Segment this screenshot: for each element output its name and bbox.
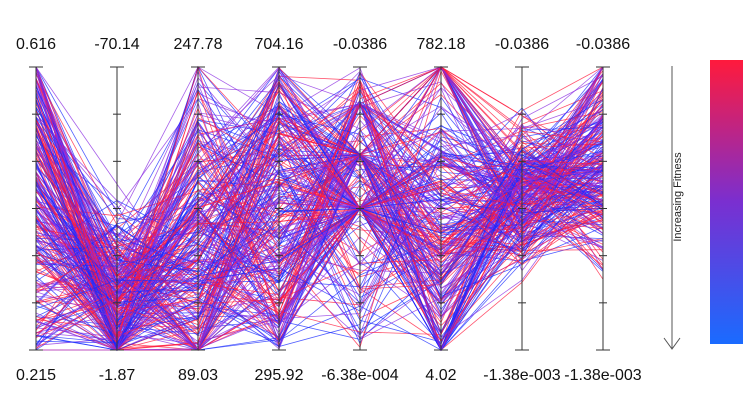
solution-polyline bbox=[35, 66, 604, 337]
axis-max-label: -0.0386 bbox=[333, 36, 387, 53]
solution-polyline bbox=[35, 66, 604, 299]
solution-polyline bbox=[35, 96, 604, 270]
axis-min-label: -1.38e-003 bbox=[564, 367, 641, 384]
colorbar: Increasing Fitness bbox=[663, 60, 743, 350]
axis-min-label: -6.38e-004 bbox=[321, 367, 398, 384]
solution-polyline bbox=[35, 67, 604, 275]
solution-polyline bbox=[35, 71, 604, 325]
solution-polyline bbox=[35, 126, 604, 342]
colorbar-gradient bbox=[710, 60, 743, 344]
solution-polyline bbox=[35, 76, 604, 281]
axis-max-label: 247.78 bbox=[174, 36, 223, 53]
axes-layer bbox=[29, 66, 610, 351]
solution-polyline bbox=[35, 153, 604, 351]
solution-polyline bbox=[35, 104, 604, 335]
axis-min-label: -1.87 bbox=[99, 367, 136, 384]
axis-max-label: -0.0386 bbox=[495, 36, 549, 53]
solution-polyline bbox=[35, 103, 604, 341]
solution-polyline bbox=[35, 150, 604, 312]
fitness-arrow-head-icon bbox=[663, 337, 681, 350]
axis-min-label: 0.215 bbox=[16, 367, 56, 384]
solution-polyline bbox=[35, 107, 604, 351]
solution-polyline bbox=[35, 114, 604, 344]
solution-polyline bbox=[35, 79, 604, 327]
solution-polyline bbox=[35, 139, 604, 351]
solution-polyline bbox=[35, 98, 604, 296]
axis-min-label: 295.92 bbox=[255, 367, 304, 384]
axis-max-label: 704.16 bbox=[255, 36, 304, 53]
axis-min-label: 4.02 bbox=[425, 367, 456, 384]
solution-polyline bbox=[35, 160, 604, 338]
solution-polyline bbox=[35, 71, 604, 336]
solution-polyline bbox=[35, 66, 604, 280]
axis-min-label: -1.38e-003 bbox=[483, 367, 560, 384]
solution-polyline bbox=[35, 66, 604, 302]
solution-polyline bbox=[35, 102, 604, 350]
solution-polyline bbox=[35, 88, 604, 321]
axis-max-label: 0.616 bbox=[16, 36, 56, 53]
colorbar-label: Increasing Fitness bbox=[672, 152, 684, 242]
solution-polyline bbox=[35, 109, 604, 336]
solution-polyline bbox=[36, 104, 604, 351]
polyline-layer bbox=[35, 65, 604, 352]
solution-polyline bbox=[35, 83, 604, 287]
solution-polyline bbox=[35, 89, 604, 338]
axis-max-label: -0.0386 bbox=[576, 36, 630, 53]
solution-polyline bbox=[35, 168, 604, 345]
solution-polyline bbox=[35, 66, 604, 344]
axis-min-label: 89.03 bbox=[178, 367, 218, 384]
axis-labels-layer: 0.616 0.215 -70.14 -1.87 247.78 89.03 704.16 29… bbox=[16, 36, 642, 384]
solution-polyline bbox=[35, 111, 604, 348]
axis-max-label: -70.14 bbox=[94, 36, 139, 53]
solution-polyline bbox=[35, 169, 604, 343]
axis-max-label: 782.18 bbox=[417, 36, 466, 53]
